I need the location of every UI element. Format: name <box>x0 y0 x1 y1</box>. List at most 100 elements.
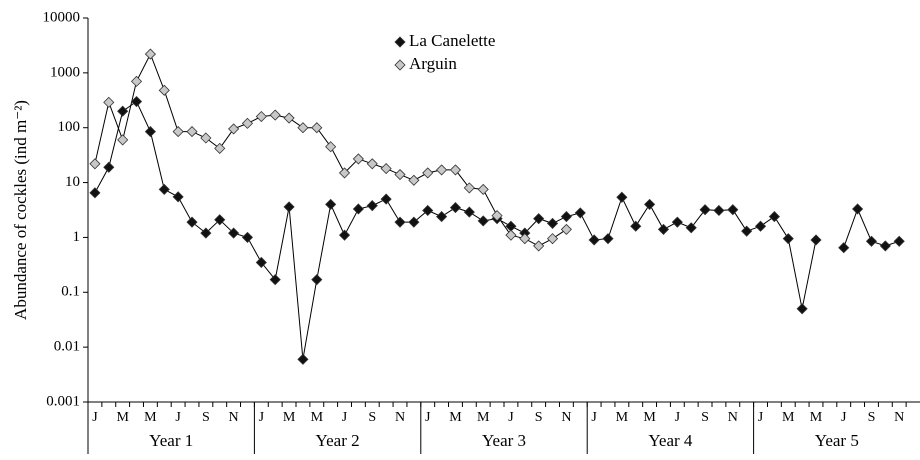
point <box>852 203 864 215</box>
x-tick-label: J <box>591 410 597 425</box>
point <box>463 182 475 194</box>
point <box>560 211 572 223</box>
point <box>130 75 143 87</box>
point <box>436 164 448 176</box>
x-tick-label: M <box>782 410 795 425</box>
x-tick-label: J <box>675 410 681 425</box>
point <box>449 202 462 214</box>
point <box>436 211 448 223</box>
point <box>241 117 254 129</box>
point <box>616 191 628 203</box>
point <box>144 126 156 138</box>
point <box>117 105 129 117</box>
point <box>130 95 143 108</box>
point <box>477 183 489 195</box>
point <box>269 109 281 121</box>
point <box>311 274 323 286</box>
y-tick-label: 1 <box>73 229 81 245</box>
x-tick-label: J <box>508 410 514 425</box>
year-label: Year 1 <box>149 431 193 450</box>
legend-marker <box>394 59 406 71</box>
x-tick-label: M <box>616 410 629 425</box>
point <box>338 167 351 179</box>
year-label: Year 4 <box>648 431 693 450</box>
x-tick-label: S <box>535 410 543 425</box>
x-tick-label: N <box>728 410 738 425</box>
point <box>380 193 392 205</box>
point <box>158 84 170 96</box>
point <box>449 164 462 176</box>
point <box>214 214 226 226</box>
x-tick-label: M <box>449 410 462 425</box>
y-tick-label: 0.001 <box>46 393 80 409</box>
point <box>241 231 254 243</box>
point <box>366 200 378 212</box>
x-tick-label: N <box>894 410 904 425</box>
x-tick-label: M <box>144 410 157 425</box>
point <box>546 233 559 245</box>
point <box>644 198 656 210</box>
x-tick-label: N <box>561 410 571 425</box>
point <box>297 122 309 134</box>
point <box>893 235 905 247</box>
point <box>560 223 572 235</box>
point <box>671 216 683 228</box>
point <box>533 240 545 252</box>
point <box>754 220 767 232</box>
point <box>741 225 753 237</box>
point <box>172 191 184 203</box>
point <box>338 229 351 241</box>
x-tick-label: M <box>311 410 324 425</box>
y-tick-label: 0.01 <box>54 339 80 355</box>
point <box>200 227 212 239</box>
y-tick-label: 1000 <box>50 64 80 80</box>
point <box>380 163 392 175</box>
x-tick-label: M <box>810 410 823 425</box>
point <box>546 217 559 229</box>
point <box>325 141 337 153</box>
x-tick-label: J <box>841 410 847 425</box>
point <box>103 96 115 108</box>
point <box>186 216 198 228</box>
point <box>630 220 642 232</box>
point <box>325 198 337 210</box>
y-tick-label: 10000 <box>43 9 81 25</box>
point <box>214 142 226 154</box>
point <box>408 174 420 186</box>
year-label: Year 5 <box>815 431 859 450</box>
y-axis-label: Abundance of cockles (ind m⁻²) <box>11 100 30 320</box>
x-tick-label: J <box>758 410 764 425</box>
point <box>657 223 670 235</box>
point <box>297 353 309 365</box>
x-tick-label: N <box>395 410 405 425</box>
point <box>255 256 267 269</box>
x-tick-label: J <box>259 410 265 425</box>
x-tick-label: S <box>368 410 376 425</box>
point <box>505 229 517 241</box>
x-tick-label: M <box>477 410 490 425</box>
point <box>422 167 434 179</box>
point <box>89 187 101 199</box>
point <box>158 183 170 195</box>
point <box>796 303 808 315</box>
x-tick-label: J <box>342 410 348 425</box>
point <box>366 158 378 170</box>
point <box>172 126 184 138</box>
point <box>228 123 240 135</box>
x-tick-label: S <box>868 410 876 425</box>
point <box>699 204 711 216</box>
x-tick-label: J <box>175 410 181 425</box>
x-tick-label: J <box>425 410 431 425</box>
point <box>865 235 878 247</box>
point <box>117 134 129 146</box>
point <box>89 158 101 170</box>
point <box>422 204 434 217</box>
y-tick-label: 0.1 <box>61 284 80 300</box>
point <box>144 48 156 60</box>
point <box>394 216 406 228</box>
year-label: Year 3 <box>482 431 526 450</box>
point <box>602 233 614 245</box>
legend-marker <box>394 36 406 48</box>
point <box>768 211 780 223</box>
